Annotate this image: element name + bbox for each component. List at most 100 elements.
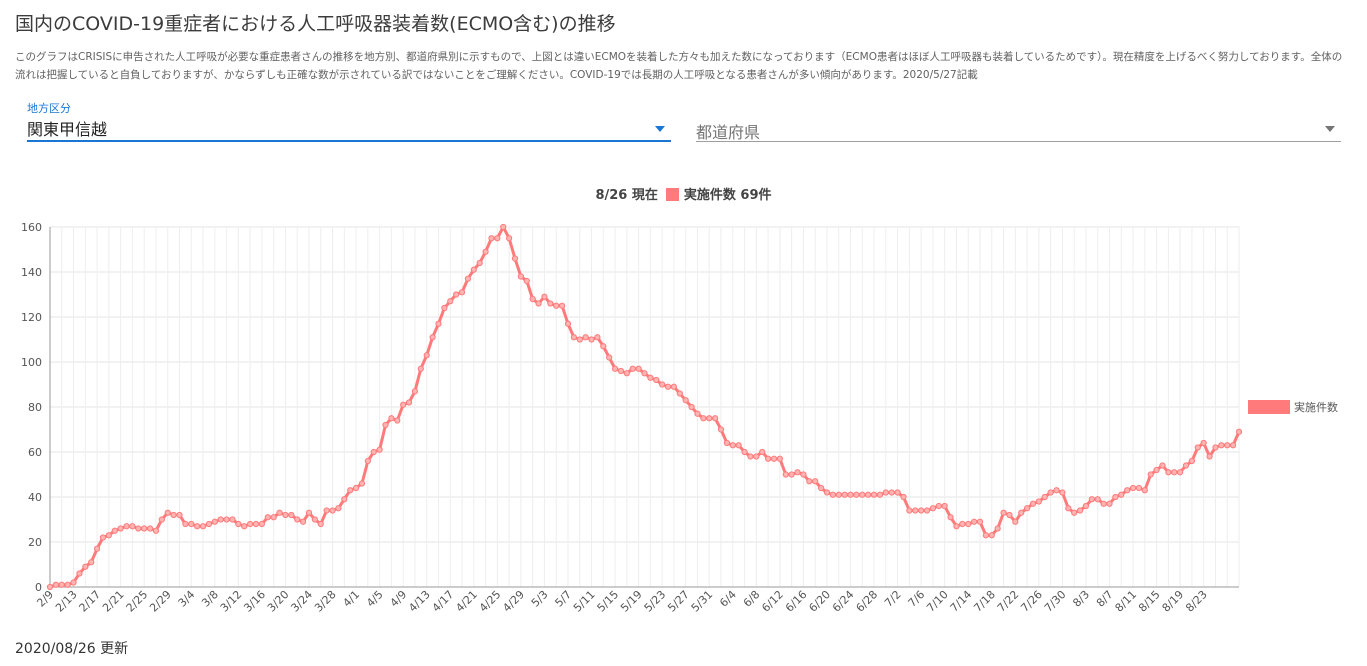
data-point bbox=[388, 415, 395, 422]
data-point bbox=[1094, 496, 1101, 503]
data-point bbox=[58, 581, 65, 588]
chart-date: 8/26 現在 bbox=[595, 188, 658, 203]
data-point bbox=[982, 532, 989, 539]
data-point bbox=[670, 383, 678, 390]
data-point bbox=[464, 275, 472, 282]
x-tick-label: 5/27 bbox=[665, 588, 692, 615]
data-point bbox=[1135, 484, 1143, 492]
prefecture-select[interactable]: 都道府県 bbox=[696, 100, 1341, 142]
y-tick-label: 120 bbox=[21, 311, 42, 324]
data-point bbox=[76, 570, 83, 577]
data-point bbox=[364, 457, 371, 465]
data-point bbox=[52, 581, 59, 588]
data-point bbox=[541, 293, 548, 300]
data-point bbox=[370, 448, 377, 456]
data-point bbox=[1159, 462, 1166, 469]
data-point bbox=[1023, 505, 1031, 512]
data-point bbox=[976, 518, 984, 525]
data-point bbox=[382, 421, 389, 429]
data-point bbox=[1147, 471, 1154, 478]
x-tick-label: 4/29 bbox=[500, 588, 527, 615]
y-tick-label: 100 bbox=[21, 356, 42, 369]
x-tick-label: 2/25 bbox=[124, 588, 151, 615]
x-tick-label: 3/28 bbox=[312, 588, 339, 615]
data-point bbox=[482, 248, 489, 255]
chevron-down-icon[interactable] bbox=[655, 126, 665, 132]
data-point bbox=[564, 320, 572, 327]
y-tick-label: 140 bbox=[21, 266, 42, 279]
data-point bbox=[741, 448, 748, 456]
data-point bbox=[500, 223, 507, 231]
chevron-down-icon[interactable] bbox=[1325, 126, 1335, 132]
legend-label: 実施件数 bbox=[1294, 401, 1338, 414]
x-tick-label: 3/4 bbox=[176, 588, 198, 610]
x-tick-label: 4/1 bbox=[340, 588, 362, 610]
data-point bbox=[558, 302, 566, 309]
data-point bbox=[759, 448, 766, 456]
data-point bbox=[258, 520, 266, 528]
data-point bbox=[723, 439, 731, 447]
data-point bbox=[547, 300, 554, 307]
x-tick-label: 4/25 bbox=[477, 588, 504, 615]
legend-swatch-icon bbox=[1248, 400, 1290, 414]
data-point bbox=[93, 545, 101, 552]
data-point bbox=[965, 520, 972, 528]
data-point bbox=[1018, 509, 1025, 516]
x-tick-label: 8/3 bbox=[1070, 588, 1092, 610]
data-point bbox=[264, 514, 271, 521]
data-point bbox=[870, 491, 878, 498]
x-tick-label: 4/21 bbox=[453, 588, 480, 615]
data-point bbox=[1088, 496, 1095, 503]
data-point bbox=[329, 507, 336, 514]
data-point bbox=[523, 277, 530, 285]
data-point bbox=[1035, 498, 1042, 505]
data-point bbox=[400, 401, 407, 408]
x-tick-label: 5/31 bbox=[689, 588, 716, 615]
y-tick-label: 160 bbox=[21, 221, 42, 234]
data-point bbox=[453, 291, 460, 298]
data-point bbox=[1188, 457, 1196, 465]
data-point bbox=[1235, 428, 1243, 435]
data-point bbox=[1082, 502, 1090, 510]
data-point bbox=[623, 370, 630, 377]
x-tick-label: 4/5 bbox=[364, 588, 386, 610]
data-point bbox=[323, 507, 330, 514]
data-point bbox=[1206, 453, 1213, 460]
updated-date: 2020/08/26 更新 bbox=[15, 641, 129, 657]
data-point bbox=[729, 442, 736, 449]
data-point bbox=[435, 320, 442, 327]
region-select[interactable]: 地方区分 関東甲信越 bbox=[27, 100, 671, 142]
data-point bbox=[205, 520, 213, 528]
chart-header: 8/26 現在 実施件数 69件 bbox=[0, 184, 1367, 203]
data-point bbox=[282, 511, 289, 519]
x-tick-label: 7/30 bbox=[1042, 588, 1069, 615]
data-point bbox=[588, 336, 595, 343]
x-tick-label: 4/17 bbox=[430, 588, 457, 615]
data-point bbox=[812, 478, 819, 485]
y-tick-label: 80 bbox=[28, 401, 42, 414]
data-point bbox=[988, 532, 995, 539]
data-point bbox=[506, 235, 513, 242]
data-point bbox=[305, 509, 313, 516]
x-tick-label: 8/23 bbox=[1183, 588, 1210, 615]
data-point bbox=[882, 489, 889, 496]
data-point bbox=[929, 505, 937, 512]
data-point bbox=[270, 514, 277, 521]
data-point bbox=[1141, 487, 1148, 494]
data-point bbox=[770, 455, 778, 462]
x-tick-label: 7/10 bbox=[924, 588, 951, 615]
x-tick-label: 7/26 bbox=[1018, 588, 1045, 615]
x-tick-label: 8/11 bbox=[1113, 588, 1140, 615]
page-title: 国内のCOVID-19重症者における人工呼吸器装着数(ECMO含む)の推移 bbox=[15, 13, 616, 35]
data-point bbox=[823, 489, 831, 496]
data-point bbox=[918, 507, 925, 514]
data-point bbox=[247, 520, 254, 528]
chart-legend[interactable]: 実施件数 bbox=[1248, 399, 1338, 415]
data-point bbox=[1047, 489, 1054, 496]
data-point bbox=[1194, 444, 1201, 451]
data-point bbox=[441, 304, 448, 312]
data-point bbox=[953, 523, 960, 530]
data-point bbox=[894, 489, 901, 496]
data-point bbox=[635, 365, 642, 372]
